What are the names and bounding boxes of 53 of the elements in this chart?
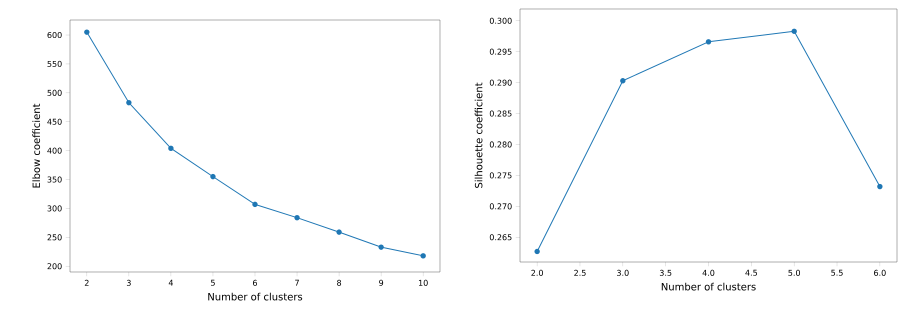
x-tick-label: 4.5 [745,270,758,276]
point [534,248,540,254]
x-tick-label: 4 [168,280,174,286]
point [252,202,258,208]
y-tick-label: 0.275 [490,172,512,178]
y-tick-label: 450 [47,118,62,125]
point [620,78,626,84]
x-tick-label: 3 [126,280,131,286]
x-tick-label: 5.5 [831,270,843,276]
x-tick-label: 2.5 [574,270,586,276]
y-tick-label: 0.280 [490,141,512,148]
x-tick-label: 3.0 [617,270,629,276]
x-tick-label: 2 [84,280,89,286]
point [210,174,216,180]
point [378,244,384,250]
x-tick-label: 5 [211,280,215,286]
x-tick-label: 4.0 [702,270,714,276]
y-tick-label: 0.290 [490,80,512,86]
y-tick-label: 550 [48,60,62,67]
x-tick-label: 10 [418,280,428,286]
x-axis-title: Number of clusters [208,292,302,300]
y-tick-label: 350 [48,176,62,183]
y-tick-label: 300 [48,205,62,212]
point [168,146,174,152]
y-tick-label: 600 [48,32,62,38]
x-tick-label: 6 [253,280,258,286]
x-tick-label: 5.0 [788,270,800,276]
y-tick-label: 0.300 [490,18,512,24]
point [420,253,426,259]
point [294,214,300,220]
point [126,100,132,106]
y-axis-title: Elbow coefficient [32,104,40,188]
point [706,39,712,44]
y-tick-label: 0.295 [490,48,512,55]
x-tick-label: 7 [295,280,299,286]
y-tick-label: 0.265 [490,234,512,240]
x-tick-label: 9 [379,280,384,286]
x-tick-label: 8 [337,280,342,286]
point [877,184,883,190]
y-tick-label: 0.285 [490,110,512,117]
y-tick-label: 400 [47,148,62,154]
point [791,28,797,34]
y-tick-label: 250 [48,234,62,240]
point [84,29,90,35]
y-axis-title: Silhouette coefficient [474,82,482,188]
point [336,229,342,235]
x-axis-title: Number of clusters [662,282,756,290]
y-tick-label: 0.270 [490,203,512,210]
x-tick-label: 3.5 [660,270,672,276]
y-tick-label: 500 [48,90,62,96]
x-tick-label: 6.0 [874,270,886,276]
x-tick-label: 2.0 [531,270,543,276]
y-tick-label: 200 [48,263,62,270]
